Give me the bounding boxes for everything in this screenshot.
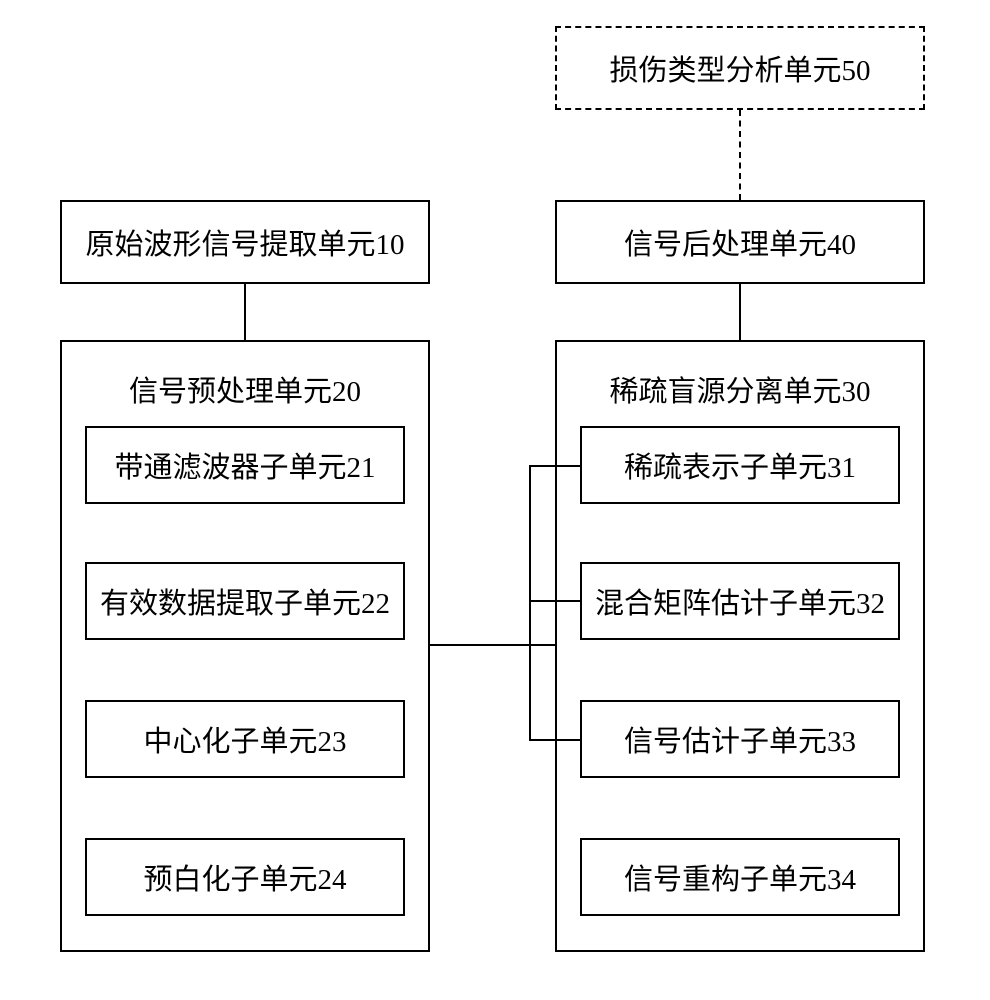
- subunit-33-label: 信号估计子单元33: [624, 718, 856, 760]
- bracket-to-33: [529, 739, 580, 741]
- unit-20-label: 信号预处理单元20: [129, 368, 361, 410]
- unit-40-signal-postprocessing: 信号后处理单元40: [555, 200, 925, 284]
- unit-40-label: 信号后处理单元40: [624, 221, 856, 263]
- subunit-23-centering: 中心化子单元23: [85, 700, 405, 778]
- edge-40-30: [739, 284, 741, 340]
- edge-20-30: [430, 644, 555, 646]
- subunit-34-signal-reconstruction: 信号重构子单元34: [580, 838, 900, 916]
- subunit-21-label: 带通滤波器子单元21: [114, 444, 375, 486]
- subunit-24-prewhitening: 预白化子单元24: [85, 838, 405, 916]
- bracket-to-32: [529, 600, 580, 602]
- unit-30-label: 稀疏盲源分离单元30: [609, 368, 870, 410]
- unit-10-label: 原始波形信号提取单元10: [85, 221, 404, 263]
- subunit-21-bandpass-filter: 带通滤波器子单元21: [85, 426, 405, 504]
- subunit-33-signal-estimation: 信号估计子单元33: [580, 700, 900, 778]
- subunit-32-label: 混合矩阵估计子单元32: [595, 580, 885, 622]
- subunit-22-valid-data-extraction: 有效数据提取子单元22: [85, 562, 405, 640]
- bracket-to-31: [529, 465, 580, 467]
- subunit-34-label: 信号重构子单元34: [624, 856, 856, 898]
- edge-50-40: [739, 110, 741, 200]
- unit-50-damage-type-analysis: 损伤类型分析单元50: [555, 26, 925, 110]
- edge-10-20: [244, 284, 246, 340]
- subunit-24-label: 预白化子单元24: [143, 856, 346, 898]
- unit-10-raw-waveform-extraction: 原始波形信号提取单元10: [60, 200, 430, 284]
- subunit-31-label: 稀疏表示子单元31: [624, 444, 856, 486]
- subunit-32-mixing-matrix-estimation: 混合矩阵估计子单元32: [580, 562, 900, 640]
- subunit-22-label: 有效数据提取子单元22: [100, 580, 390, 622]
- unit-50-label: 损伤类型分析单元50: [609, 47, 870, 89]
- subunit-31-sparse-representation: 稀疏表示子单元31: [580, 426, 900, 504]
- bracket-spine: [529, 465, 531, 741]
- subunit-23-label: 中心化子单元23: [143, 718, 346, 760]
